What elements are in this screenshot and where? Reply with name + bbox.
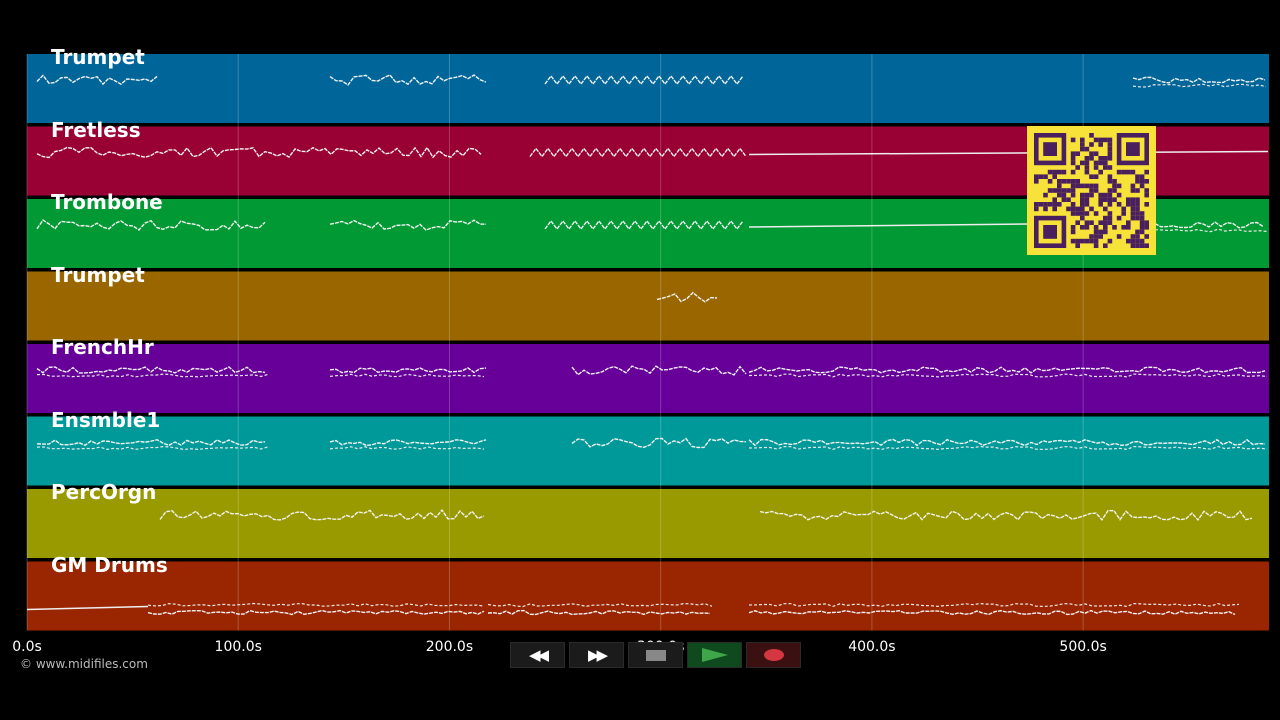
note-path <box>487 609 711 616</box>
qr-code <box>1027 126 1156 255</box>
note-path <box>36 74 158 86</box>
note-path <box>656 291 718 303</box>
note-path <box>36 373 269 378</box>
fast-forward-icon: ▶▶ <box>587 646 608 664</box>
fast-forward-button[interactable]: ▶▶ <box>569 642 624 668</box>
note-path <box>748 373 1268 378</box>
note-path <box>759 509 1253 522</box>
rewind-button[interactable]: ◀◀ <box>510 642 565 668</box>
note-path <box>329 219 487 231</box>
note-line <box>748 223 1031 228</box>
transport-controls: ◀◀ ▶▶ <box>510 642 801 668</box>
tick-label: 0.0s <box>12 639 42 655</box>
track-label: FrenchHr <box>51 335 154 359</box>
note-path <box>571 365 747 376</box>
note-path <box>1154 221 1264 229</box>
note-path <box>529 147 747 158</box>
play-button[interactable] <box>687 642 742 668</box>
note-line <box>748 150 1269 156</box>
note-path <box>1132 83 1267 88</box>
note-path <box>329 74 487 86</box>
note-path <box>329 367 487 374</box>
note-path <box>748 366 1266 374</box>
note-path <box>487 602 713 608</box>
track-lane <box>27 489 1269 558</box>
track-label: Trombone <box>51 190 163 214</box>
note-path <box>544 74 744 86</box>
tick-label: 100.0s <box>214 639 262 655</box>
record-button[interactable] <box>746 642 801 668</box>
stop-button[interactable] <box>628 642 683 668</box>
record-icon <box>763 649 784 661</box>
track-lane <box>27 561 1269 631</box>
track-lane <box>27 416 1269 486</box>
note-line <box>26 605 149 611</box>
note-path <box>159 508 485 521</box>
stop-icon <box>645 649 666 661</box>
track-label: Trumpet <box>51 45 145 69</box>
note-path <box>36 438 266 447</box>
rewind-icon: ◀◀ <box>528 646 549 664</box>
note-path <box>36 219 266 231</box>
note-path <box>147 609 485 616</box>
track-lane <box>27 344 1269 413</box>
note-path <box>36 146 482 159</box>
track-label: Fretless <box>51 117 141 142</box>
note-path <box>748 609 1236 616</box>
note-path <box>1132 76 1266 84</box>
tick-label: 400.0s <box>848 639 896 655</box>
credit-text: © www.midifiles.com <box>20 657 148 671</box>
note-path <box>36 366 266 374</box>
tick-label: 500.0s <box>1059 639 1107 655</box>
note-path <box>329 446 485 450</box>
note-path <box>748 445 1268 451</box>
note-path <box>36 445 269 451</box>
play-icon <box>701 648 728 662</box>
track-lane <box>27 271 1269 341</box>
track-lane <box>27 54 1269 123</box>
note-path <box>329 439 487 447</box>
note-path <box>1154 228 1268 233</box>
tick-label: 200.0s <box>425 639 474 655</box>
note-path <box>329 373 485 378</box>
note-path <box>748 438 1266 447</box>
track-label: GM Drums <box>51 552 168 577</box>
track-label: Ensmble1 <box>51 407 161 432</box>
track-label: PercOrgn <box>51 480 157 504</box>
track-label: Trumpet <box>51 262 145 287</box>
note-path <box>544 219 744 231</box>
note-path <box>147 602 485 607</box>
